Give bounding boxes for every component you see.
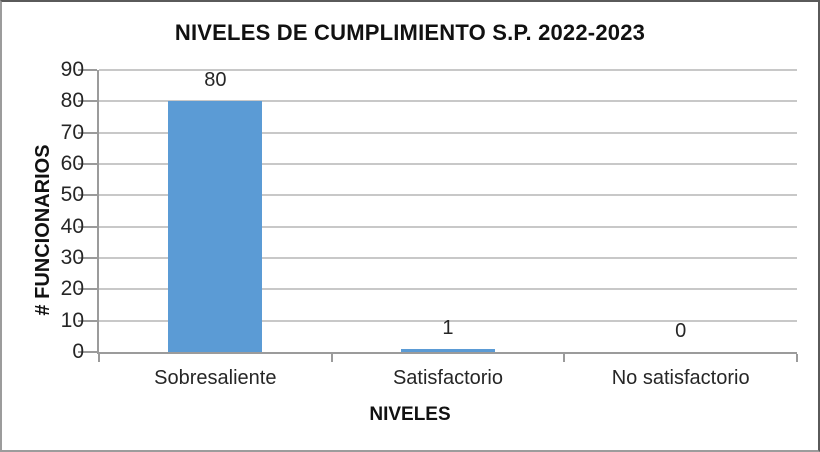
category-label-sobresaliente: Sobresaliente [154, 367, 277, 389]
bar-sobresaliente [168, 101, 263, 352]
bar-satisfactorio [401, 348, 495, 352]
y-tick-80 [78, 100, 97, 103]
data-label-satisfactorio: 1 [442, 316, 454, 339]
y-tick-label-0: 0 [72, 340, 84, 363]
gridline-y-60 [99, 163, 797, 165]
x-tick-0 [98, 354, 100, 362]
y-tick-label-70: 70 [60, 120, 84, 144]
chart-title: NIVELES DE CUMPLIMIENTO S.P. 2022-2023 [174, 20, 646, 45]
gridline-y-30 [99, 257, 797, 259]
data-label-sobresaliente: 80 [204, 69, 227, 92]
gridline-y-90 [99, 69, 797, 71]
x-axis-title: NIVELES [369, 404, 451, 425]
y-tick-label-90: 90 [60, 58, 84, 81]
gridline-y-10 [99, 319, 797, 322]
y-tick-label-30: 30 [60, 246, 84, 269]
y-tick-60 [78, 163, 97, 165]
y-tick-40 [78, 225, 97, 228]
y-tick-90 [78, 69, 97, 71]
y-tick-label-40: 40 [60, 214, 84, 238]
category-label-no-satisfactorio: No satisfactorio [611, 367, 750, 389]
gridline-y-20 [99, 288, 797, 291]
data-label-no-satisfactorio: 0 [675, 320, 687, 342]
gridline-y-40 [99, 225, 797, 228]
y-tick-label-60: 60 [60, 152, 84, 175]
x-tick-3 [796, 354, 798, 362]
y-tick-10 [78, 319, 97, 322]
y-tick-label-50: 50 [60, 183, 84, 207]
gridline-y-80 [99, 100, 797, 103]
y-tick-0 [78, 351, 97, 353]
y-tick-50 [78, 194, 97, 197]
plot-area: 0 10 20 30 40 50 60 70 80 90 80 Sobresaliente 1 Satis… [61, 59, 798, 389]
x-tick-1 [330, 354, 333, 362]
gridline-y-70 [99, 131, 797, 134]
y-tick-label-10: 10 [60, 308, 84, 332]
y-tick-30 [78, 257, 97, 259]
y-tick-label-20: 20 [60, 277, 84, 301]
x-tick-2 [563, 354, 566, 362]
category-label-satisfactorio: Satisfactorio [392, 367, 504, 389]
y-tick-label-80: 80 [60, 89, 84, 113]
y-tick-20 [78, 288, 97, 291]
y-tick-70 [78, 131, 97, 134]
gridline-y-50 [99, 194, 797, 197]
